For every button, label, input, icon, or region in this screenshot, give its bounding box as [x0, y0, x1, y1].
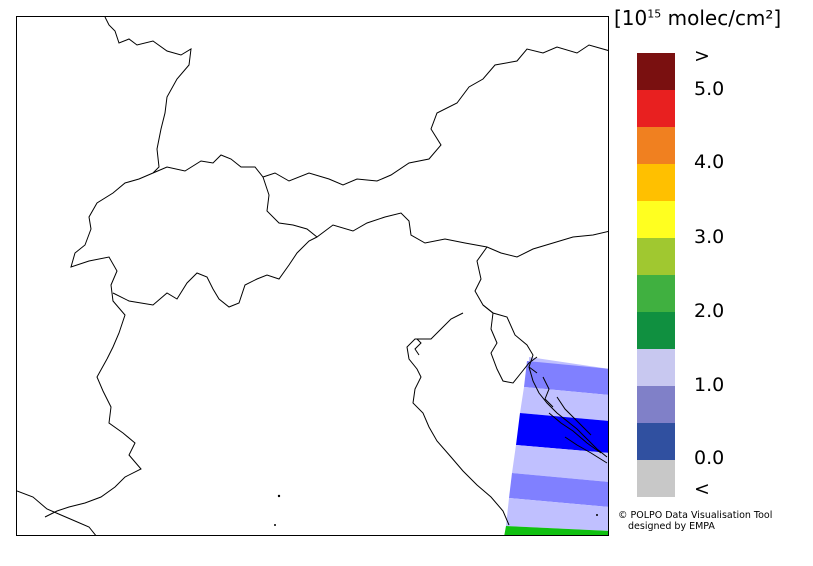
legend-swatch-8	[637, 312, 675, 349]
country-borders	[17, 17, 608, 535]
venice-lagoon	[414, 338, 422, 356]
legend-swatch-3	[637, 127, 675, 164]
border-austria-italy	[262, 176, 608, 258]
satellite-swath	[504, 357, 608, 535]
credit-line-2: designed by EMPA	[628, 520, 715, 532]
swath-band-2	[524, 361, 608, 395]
legend-unit-title: [1015 molec/cm²]	[614, 6, 782, 30]
legend-label-2: 5.0	[694, 78, 725, 100]
legend-swatch-11	[637, 423, 675, 460]
legend-swatch-2	[637, 90, 675, 127]
italy-coast-tyrrhenian	[17, 490, 97, 535]
border-germany-france	[104, 17, 192, 174]
croatia-islands-4	[564, 436, 608, 464]
legend-label-1: >	[694, 45, 710, 67]
legend-label-6: 1.0	[694, 374, 725, 396]
legend-swatch-10	[637, 386, 675, 423]
legend-swatch-5	[637, 201, 675, 238]
swath-band-7	[506, 498, 608, 531]
legend-label-5: 2.0	[694, 300, 725, 322]
croatia-coast	[528, 366, 608, 458]
croatia-islands-3	[548, 412, 602, 454]
legend-label-8: <	[694, 478, 710, 500]
small-islands	[274, 494, 598, 526]
border-italy-slovenia	[474, 246, 538, 374]
swath-band-6	[509, 473, 608, 507]
legend-swatch-6	[637, 238, 675, 275]
legend-swatch-4	[637, 164, 675, 201]
legend-label-3: 4.0	[694, 151, 725, 173]
swath-band-8	[504, 526, 608, 535]
map-panel[interactable]	[16, 16, 609, 536]
credit-line-1: © POLPO Data Visualisation Tool	[618, 510, 773, 521]
legend-label-4: 3.0	[694, 226, 725, 248]
istria-coast	[482, 304, 538, 384]
legend-swatch-1	[637, 53, 675, 90]
border-france-italy-south	[44, 358, 142, 518]
legend-swatch-12	[637, 460, 675, 497]
border-swiss-italy	[70, 172, 154, 360]
border-swiss-south	[112, 236, 318, 308]
legend-swatch-7	[637, 275, 675, 312]
border-swiss-north	[152, 44, 608, 186]
credit-text: © POLPO Data Visualisation Tool designed…	[618, 510, 773, 533]
legend-label-7: 0.0	[694, 447, 725, 469]
map-canvas	[17, 17, 608, 535]
swath-band-4	[516, 413, 608, 453]
legend-swatch-9	[637, 349, 675, 386]
croatia-islands-1	[542, 376, 554, 408]
swath-band-5	[512, 445, 608, 482]
croatia-islands-2	[556, 396, 592, 436]
italy-coast-adriatic	[406, 312, 510, 526]
color-scale-bar	[637, 53, 675, 497]
swath-band-3	[520, 387, 608, 421]
